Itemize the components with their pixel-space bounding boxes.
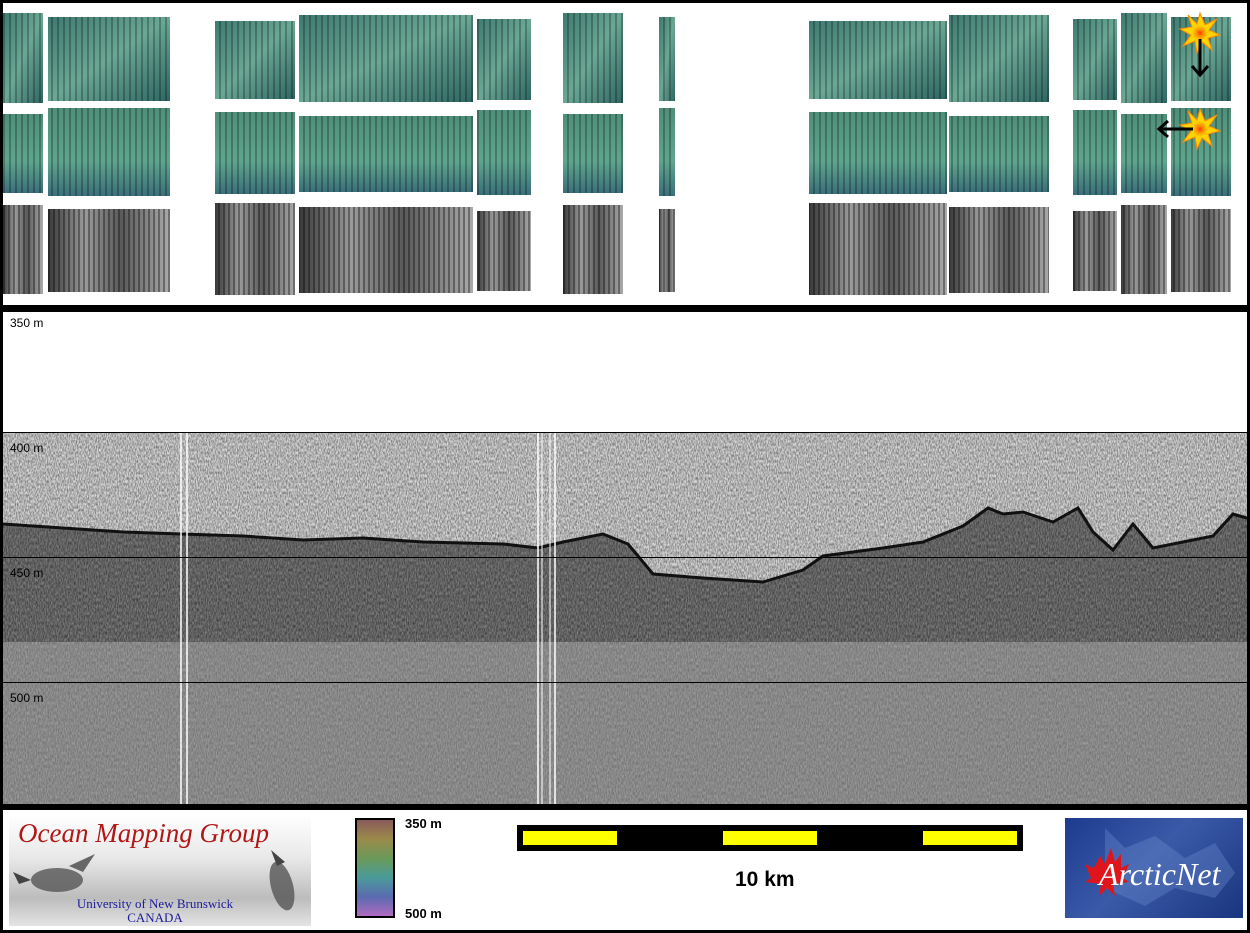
- strip-texture: [809, 203, 947, 295]
- profile-image: [3, 432, 1247, 804]
- strip-texture: [3, 114, 43, 193]
- legend-panel: Ocean Mapping Group University of New Br…: [3, 810, 1247, 930]
- omg-university: University of New Brunswick: [76, 896, 234, 911]
- strip-texture: [299, 15, 473, 102]
- strip-texture: [1171, 209, 1231, 292]
- strip-texture: [949, 15, 1049, 102]
- strip-texture: [477, 19, 531, 100]
- strip-texture: [1073, 211, 1117, 291]
- strip-texture: [659, 209, 675, 292]
- omg-logo-title: Ocean Mapping Group: [18, 818, 269, 848]
- depth-gridlines: [3, 432, 1247, 683]
- swath-mosaic-panel: [3, 3, 1247, 305]
- strip-texture: [563, 114, 623, 193]
- strip-texture: [1121, 114, 1167, 193]
- strip-texture: [563, 205, 623, 294]
- sun-icon: [1178, 11, 1222, 55]
- scale-bar-segment: [723, 831, 817, 845]
- scale-bar: [517, 825, 1023, 851]
- depth-label-450: 450 m: [10, 566, 44, 580]
- strip-texture: [3, 13, 43, 103]
- sonar-fish-icon: [13, 850, 295, 911]
- strip-texture: [1121, 13, 1167, 103]
- strip-texture: [477, 110, 531, 195]
- strip-texture: [3, 205, 43, 294]
- depth-colorbar: [355, 818, 395, 918]
- depth-label-350: 350 m: [10, 316, 44, 330]
- strip-texture: [949, 207, 1049, 293]
- swath-strips: [3, 11, 1231, 295]
- strip-texture: [809, 112, 947, 194]
- scale-bar-label: 10 km: [735, 868, 795, 891]
- sub-bottom-profile-panel: 350 m 400 m 450 m 500 m: [3, 312, 1247, 804]
- strip-texture: [215, 21, 295, 99]
- relief-row-north: [3, 13, 1231, 103]
- strip-texture: [949, 116, 1049, 192]
- scale-bar-segment: [523, 831, 617, 845]
- strip-texture: [809, 21, 947, 99]
- depth-label-500: 500 m: [10, 691, 44, 705]
- relief-row-west: [3, 108, 1231, 196]
- data-gaps: [180, 432, 556, 804]
- strip-texture: [215, 203, 295, 295]
- scale-bar-segment: [923, 831, 1017, 845]
- strip-texture: [48, 209, 170, 292]
- depth-label-400: 400 m: [10, 441, 44, 455]
- omg-country: CANADA: [127, 910, 183, 925]
- strip-texture: [659, 17, 675, 101]
- seabed-reflector: [3, 505, 1247, 584]
- omg-logo: Ocean Mapping Group University of New Br…: [9, 814, 311, 926]
- sun-icon: [1178, 107, 1222, 151]
- arcticnet-logo: ArcticNet: [1065, 818, 1243, 918]
- backscatter-row: [3, 203, 1231, 295]
- strip-texture: [659, 108, 675, 196]
- arrow-left-icon: [1156, 119, 1193, 139]
- strip-texture: [215, 112, 295, 194]
- colorbar-top-label: 350 m: [405, 816, 442, 831]
- arrow-down-icon: [1190, 39, 1210, 78]
- strip-texture: [477, 211, 531, 291]
- strip-texture: [563, 13, 623, 103]
- strip-texture: [299, 207, 473, 293]
- strip-texture: [1121, 205, 1167, 294]
- strip-texture: [48, 108, 170, 196]
- strip-texture: [48, 17, 170, 101]
- colorbar-bottom-label: 500 m: [405, 906, 442, 921]
- strip-texture: [1073, 19, 1117, 100]
- arcticnet-logo-text: ArcticNet: [1099, 856, 1221, 892]
- strip-texture: [299, 116, 473, 192]
- strip-texture: [1073, 110, 1117, 195]
- maple-leaf-icon: [1085, 828, 1235, 906]
